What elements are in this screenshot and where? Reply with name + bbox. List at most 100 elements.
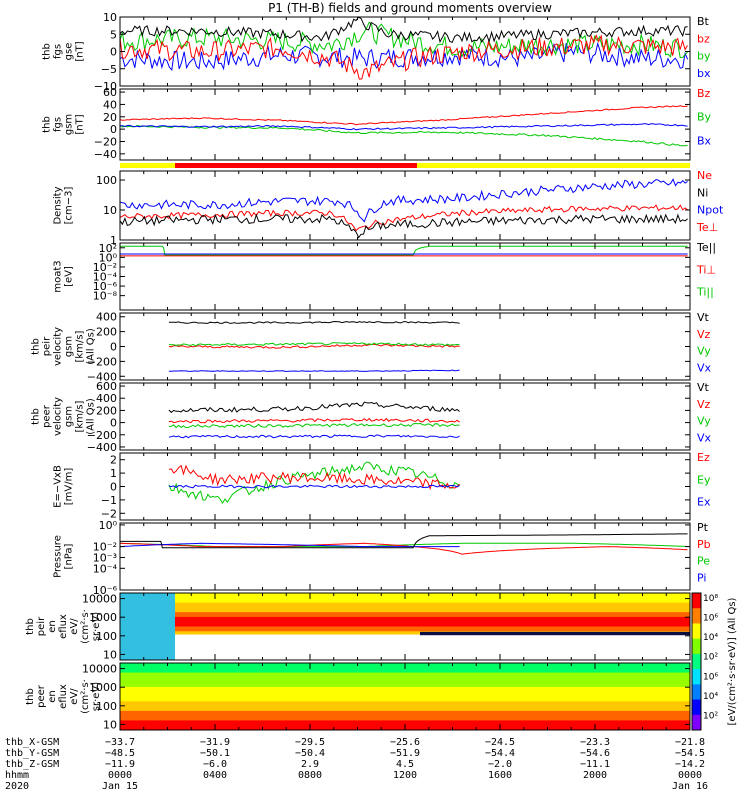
- y-tick-label: 1000: [89, 681, 117, 694]
- panel-frame: [119, 452, 691, 521]
- spectrogram-band: [120, 682, 690, 688]
- y-tick-label: 10⁻⁴: [93, 271, 118, 284]
- x-axis-value: −33.7: [105, 737, 135, 748]
- x-axis-value: −51.9: [390, 748, 420, 759]
- y-axis-label-line: [cm−3]: [64, 187, 75, 225]
- y-tick-label: −1: [101, 494, 117, 507]
- y-axis-label-line: [nPa]: [64, 543, 75, 569]
- x-axis-value: −54.5: [675, 748, 705, 759]
- y-axis-label-line: moat3: [53, 260, 64, 292]
- colorbar-swatch: [692, 653, 701, 670]
- x-axis-value: −54.4: [485, 748, 515, 759]
- legend-entry: Bz: [697, 87, 711, 100]
- panel-frame: [119, 170, 691, 241]
- y-tick-label: 10: [103, 718, 117, 731]
- x-axis-value: −48.5: [105, 748, 135, 759]
- spectrogram-band: [120, 706, 690, 712]
- y-tick-label: 400: [96, 392, 117, 405]
- legend-entry: Vz: [697, 398, 711, 411]
- panel-p4: 100 10 1 Density[cm−3] Ne Ni Npot Te⊥: [53, 169, 724, 247]
- series-line-blue: [168, 484, 460, 489]
- legend-entry: Pe: [697, 555, 710, 568]
- legend-entry: Ez: [697, 451, 710, 464]
- y-axis-label: thbpeervelocitygsm[km/s](All Qs): [31, 397, 97, 436]
- y-axis-label: moat3[eV]: [53, 260, 75, 292]
- y-tick-label: 10⁻⁶: [93, 584, 118, 597]
- y-axis-label: E=−VxB[mV/m]: [53, 465, 75, 508]
- x-axis-value: −11.9: [105, 759, 135, 770]
- y-tick-label: −5: [101, 63, 117, 76]
- colorbar-swatch: [692, 699, 701, 716]
- x-axis-value: −54.6: [580, 748, 610, 759]
- y-axis-label-line: (All Qs): [86, 398, 97, 435]
- y-tick-label: 60: [103, 86, 117, 99]
- panel-p10: 10000100010010thbpeirenefluxeV/(cm²·s·sr…: [25, 592, 691, 661]
- panel-frame: [119, 382, 691, 451]
- legend-entry: Ti||: [696, 286, 714, 299]
- y-axis-label-line: thb: [31, 338, 42, 355]
- spectrogram-block: [120, 593, 175, 660]
- legend-entry: Vt: [697, 311, 710, 324]
- y-tick-label: 10⁻⁶: [93, 280, 118, 293]
- legend-entry: Vx: [697, 431, 712, 444]
- y-tick-label: 10⁻⁴: [93, 562, 118, 575]
- colorbar-frame: [691, 592, 702, 731]
- colorbar-tick-label: 10⁶: [703, 672, 718, 682]
- y-axis-label-line: gsm: [64, 406, 75, 427]
- y-tick-label: 2: [110, 454, 117, 467]
- x-axis-value: 0000: [678, 770, 702, 781]
- y-axis-label-line: eflux: [58, 684, 69, 709]
- y-tick-label: 10²: [99, 242, 117, 255]
- colorbar-swatch: [692, 669, 701, 685]
- panel-p1: 10 5 0 −5 −10 thbfgsgse[nT] Bt bz by bx: [42, 11, 711, 93]
- x-axis-value: −31.9: [200, 737, 230, 748]
- panel-p9: 10⁰ 10⁻²10⁻³10⁻⁴ 10⁻⁶ Pressure[nPa] Pt Pb Pe Pi: [53, 519, 711, 597]
- y-axis-label-line: peer: [36, 684, 47, 708]
- series-line-black: [168, 320, 460, 324]
- y-axis-label-line: gse: [64, 43, 75, 61]
- x-axis-date: Jan 15: [102, 781, 138, 792]
- x-axis-value: −21.8: [675, 737, 705, 748]
- x-axis-value: −6.0: [203, 759, 227, 770]
- x-axis-value: 2.9: [301, 759, 319, 770]
- x-axis-row-label: thb_X-GSM: [5, 737, 59, 748]
- x-axis-date: Jan 16: [672, 781, 708, 792]
- spectrogram-band: [120, 626, 690, 632]
- series-line-black: [168, 401, 460, 414]
- legend-entry: by: [697, 50, 711, 63]
- y-axis-label-line: Density: [53, 186, 64, 224]
- y-tick-label: 100: [96, 630, 117, 643]
- legend-entry: Ne: [697, 169, 712, 182]
- status-bar-red: [175, 163, 417, 168]
- spectrogram-gap: [175, 634, 690, 660]
- y-tick-label: 10⁰: [99, 251, 118, 264]
- y-axis-label-line: fgs: [53, 44, 64, 59]
- legend-entry: Ex: [697, 496, 711, 509]
- y-tick-label: 200: [96, 404, 117, 417]
- colorbar-tick-label: 10⁴: [703, 633, 718, 643]
- series-line-blue: [119, 41, 689, 72]
- colorbar-swatch: [692, 623, 701, 640]
- y-tick-label: 10⁻³: [93, 551, 117, 564]
- colorbar: 10⁸ 10⁶ 10⁴ 10² 10⁶ 10⁴ 10² [eV/(cm²·s·sr·eV)] …: [691, 592, 738, 731]
- plot-title: P1 (TH-B) fields and ground moments over…: [268, 1, 552, 15]
- series-line-red: [168, 464, 460, 491]
- series-line-blue: [168, 369, 460, 372]
- y-tick-label: 0: [110, 341, 117, 354]
- x-axis-table: thb_X-GSM −33.7 −31.9 −29.5 −25.6 −24.5 −23.3−…: [5, 737, 708, 792]
- spectrogram-band: [120, 720, 690, 726]
- legend-entry: Vy: [697, 415, 711, 428]
- series-line-red: [119, 542, 688, 555]
- colorbar-swatch: [692, 684, 701, 701]
- x-axis-row-label: hhmm: [5, 770, 29, 781]
- legend-entry: Vt: [697, 381, 710, 394]
- status-bar: [120, 163, 690, 168]
- legend-entry: Te||: [696, 241, 716, 254]
- x-axis-value: −11.1: [580, 759, 610, 770]
- y-axis-label-line: peir: [42, 336, 53, 356]
- panel-p6: 400 200 0−200 −400 thbpeirvelocitygsm[km/s](…: [31, 311, 712, 384]
- y-axis-label-line: thb: [31, 408, 42, 425]
